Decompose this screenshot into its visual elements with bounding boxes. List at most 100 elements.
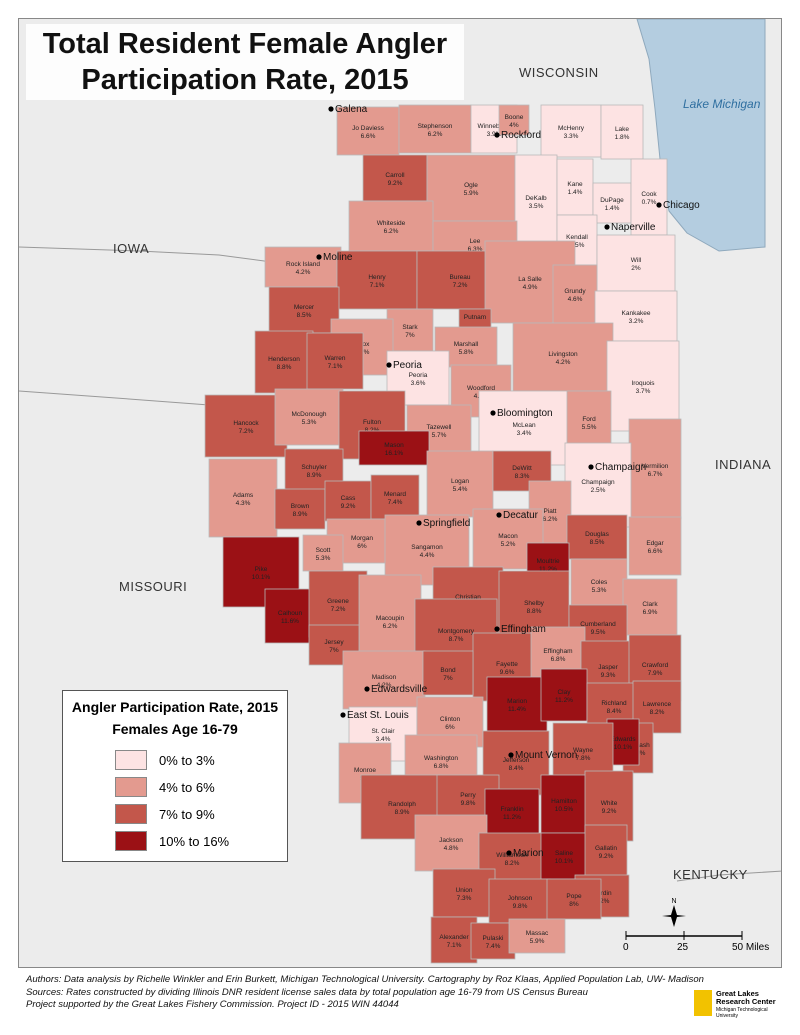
logo-mark-icon <box>694 990 712 1016</box>
county-rate-label: 4.3% <box>236 500 251 507</box>
city-label: Rockford <box>501 130 541 141</box>
state-label-missouri: MISSOURI <box>119 579 188 594</box>
county-mercer <box>268 286 340 334</box>
county-rate-label: 10.1% <box>555 858 574 865</box>
credits-authors: Authors: Data analysis by Richelle Winkl… <box>26 974 704 985</box>
county-name-label: DeWitt <box>512 465 532 472</box>
county-rate-label: 5.9% <box>530 938 545 945</box>
county-kane <box>556 158 594 216</box>
county-rate-label: 8.2% <box>505 860 520 867</box>
county-name-label: Pope <box>566 893 582 900</box>
county-name-label: Wayne <box>573 747 593 754</box>
credits-support: Project supported by the Great Lakes Fis… <box>26 999 399 1010</box>
county-name-label: Grundy <box>564 288 586 295</box>
county-livingston <box>512 322 614 392</box>
county-rate-label: 4.2% <box>556 359 571 366</box>
county-name-label: Hancock <box>233 420 259 427</box>
county-rate-label: 6.6% <box>361 133 376 140</box>
city-label: Champaign <box>595 462 646 473</box>
county-clark <box>622 578 678 636</box>
county-madison <box>342 650 426 710</box>
county-scott <box>302 534 344 572</box>
county-rate-label: 6.9% <box>643 609 658 616</box>
county-rate-label: 9.8% <box>513 903 528 910</box>
credits-sources: Sources: Rates constructed by dividing I… <box>26 986 588 998</box>
county-name-label: Jersey <box>324 639 344 646</box>
logo-text: Great Lakes Research Center <box>716 989 776 1006</box>
county-iroquois <box>606 340 680 432</box>
title-line-1: Total Resident Female Angler <box>42 28 448 60</box>
great-lakes-logo: Great Lakes Research Center Michigan Tech… <box>694 988 784 1020</box>
county-name-label: Bond <box>440 667 456 674</box>
county-hancock <box>204 394 288 458</box>
county-rate-label: 7.2% <box>453 282 468 289</box>
county-union <box>432 868 496 918</box>
county-name-label: Marshall <box>454 341 479 348</box>
county-name-label: Livingston <box>548 351 578 358</box>
legend-label: 4% to 6% <box>159 779 215 795</box>
county-rate-label: 6.2% <box>428 131 443 138</box>
county-rate-label: 9.8% <box>461 800 476 807</box>
county-rate-label: 9.5% <box>591 629 606 636</box>
county-name-label: Coles <box>591 579 608 586</box>
county-rate-label: 8.8% <box>277 364 292 371</box>
county-rate-label: 1.8% <box>615 134 630 141</box>
city-dot-icon <box>386 362 392 368</box>
county-rate-label: 8.2% <box>650 709 665 716</box>
county-name-label: Cumberland <box>580 621 616 628</box>
county-will <box>596 234 676 292</box>
county-name-label: Jefferson <box>503 757 530 764</box>
county-mason <box>358 430 430 466</box>
county-name-label: Franklin <box>500 806 524 813</box>
county-rate-label: 4.6% <box>568 296 583 303</box>
county-rate-label: 7.4% <box>388 499 403 506</box>
county-vermilion <box>628 418 682 520</box>
county-ogle <box>426 154 516 222</box>
legend-label: 0% to 3% <box>159 752 215 768</box>
county-name-label: Bureau <box>450 274 471 281</box>
legend-item: 4% to 6% <box>115 776 215 798</box>
county-rate-label: 9.6% <box>500 669 515 676</box>
map-frame: Jo Daviess 6.6% Stephenson 6.2% Winnebago 3.9… <box>18 18 782 968</box>
county-rate-label: 11.2% <box>503 814 521 821</box>
county-carroll <box>362 154 428 202</box>
legend-swatch <box>115 777 147 797</box>
county-name-label: Stark <box>402 324 418 331</box>
county-name-label: Mason <box>384 442 404 449</box>
county-rate-label: 6% <box>357 543 367 550</box>
county-gallatin <box>584 824 628 878</box>
city-dot-icon <box>490 410 496 416</box>
county-rate-label: 7.2% <box>331 606 346 613</box>
state-label-iowa: IOWA <box>113 241 150 256</box>
county-name-label: McHenry <box>558 125 585 132</box>
state-label-wisconsin: WISCONSIN <box>519 65 599 80</box>
county-massac <box>508 918 566 954</box>
city-dot-icon <box>604 224 610 230</box>
county-rate-label: 6.7% <box>648 471 663 478</box>
county-rate-label: 5.4% <box>453 486 468 493</box>
city-dot-icon <box>340 712 346 718</box>
county-rate-label: 8.4% <box>607 708 622 715</box>
county-rate-label: 4.8% <box>444 845 459 852</box>
state-border-kentucky <box>676 870 781 882</box>
city-dot-icon <box>316 254 322 260</box>
county-name-label: Logan <box>451 478 469 485</box>
county-calhoun <box>264 588 316 644</box>
city-label: Marion <box>513 848 544 859</box>
county-name-label: Champaign <box>581 479 615 486</box>
county-rate-label: 2% <box>631 265 641 272</box>
city-dot-icon <box>494 132 500 138</box>
county-name-label: Carroll <box>385 172 405 179</box>
county-name-label: Alexander <box>439 934 469 941</box>
county-brown <box>274 488 326 530</box>
county-name-label: Rock Island <box>286 261 320 268</box>
county-champaign <box>564 442 632 528</box>
county-rate-label: 3.4% <box>376 736 391 743</box>
county-name-label: Union <box>456 887 473 894</box>
north-arrow-icon: N <box>662 898 686 928</box>
county-rate-label: 5.3% <box>316 555 331 562</box>
county-rate-label: 7.3% <box>457 895 472 902</box>
county-rate-label: 9.2% <box>341 503 356 510</box>
city-dot-icon <box>656 202 662 208</box>
